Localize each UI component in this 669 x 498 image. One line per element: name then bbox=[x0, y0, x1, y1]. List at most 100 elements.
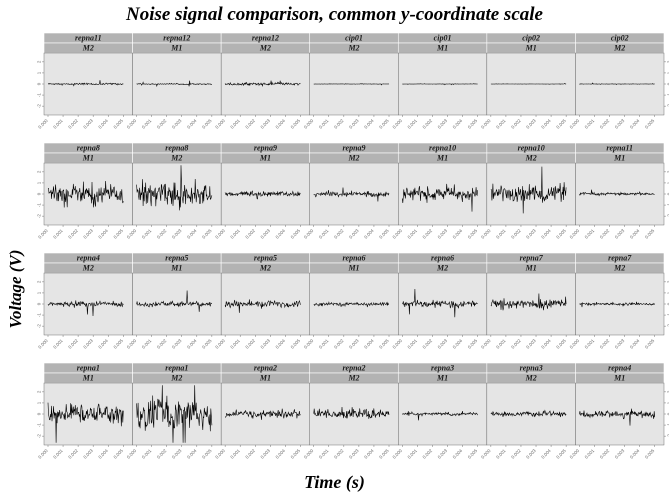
x-tick-label: 0.000 bbox=[126, 448, 138, 460]
x-tick-label: 0.000 bbox=[303, 118, 315, 130]
y-tick-label: -1 bbox=[37, 203, 42, 207]
facet-method-label: M1 bbox=[347, 264, 359, 273]
signal-line bbox=[490, 83, 567, 85]
y-tick-label: 2 bbox=[37, 280, 42, 283]
y-tick-label: 0 bbox=[37, 302, 42, 305]
y-tick-label: 0 bbox=[37, 412, 42, 415]
x-tick-label: 0.004 bbox=[540, 448, 552, 460]
x-tick-label: 0.004 bbox=[97, 228, 109, 240]
x-tick-label: 0.002 bbox=[244, 228, 256, 240]
x-tick-label: 0.001 bbox=[52, 338, 64, 350]
x-tick-label: 0.002 bbox=[599, 118, 611, 130]
x-tick-label: 0.000 bbox=[480, 338, 492, 350]
x-tick-label: 0.001 bbox=[407, 118, 419, 130]
facet-method-label: M2 bbox=[347, 44, 359, 53]
x-tick-label: 0.002 bbox=[244, 118, 256, 130]
y-tick-label: -1 bbox=[667, 93, 669, 97]
x-tick-label: 0.004 bbox=[275, 228, 287, 240]
signal-line bbox=[47, 180, 124, 208]
x-tick-label: 0.002 bbox=[510, 338, 522, 350]
facet-sensor-label: cip02 bbox=[611, 34, 629, 43]
x-tick-label: 0.004 bbox=[452, 228, 464, 240]
x-tick-label: 0.005 bbox=[112, 338, 124, 350]
x-tick-label: 0.005 bbox=[290, 448, 302, 460]
facet-sensor-label: repna6 bbox=[342, 254, 365, 263]
facet-sensor-label: repna8 bbox=[77, 144, 100, 153]
signal-line bbox=[402, 183, 478, 212]
x-tick-label: 0.000 bbox=[569, 228, 581, 240]
x-tick-label: 0.001 bbox=[52, 228, 64, 240]
facet-method-label: M1 bbox=[259, 154, 271, 163]
x-tick-label: 0.001 bbox=[318, 338, 330, 350]
facet-sensor-label: repna5 bbox=[254, 254, 277, 263]
facet-sensor-label: repna1 bbox=[77, 364, 100, 373]
x-tick-label: 0.005 bbox=[467, 118, 479, 130]
x-tick-label: 0.002 bbox=[599, 338, 611, 350]
x-tick-label: 0.005 bbox=[201, 118, 213, 130]
x-tick-label: 0.002 bbox=[422, 338, 434, 350]
x-tick-label: 0.004 bbox=[540, 118, 552, 130]
x-tick-label: 0.005 bbox=[378, 448, 390, 460]
facet-method-label: M1 bbox=[525, 264, 537, 273]
facet-method-label: M1 bbox=[436, 154, 448, 163]
facet-sensor-label: repna7 bbox=[520, 254, 544, 263]
y-tick-label: 0 bbox=[37, 82, 42, 85]
x-tick-label: 0.004 bbox=[629, 228, 641, 240]
facet-sensor-label: cip02 bbox=[522, 34, 540, 43]
y-tick-label: 2 bbox=[37, 170, 42, 173]
x-tick-label: 0.002 bbox=[244, 448, 256, 460]
x-tick-label: 0.000 bbox=[391, 228, 403, 240]
x-tick-label: 0.002 bbox=[244, 338, 256, 350]
y-tick-label: -1 bbox=[37, 93, 42, 97]
x-tick-label: 0.004 bbox=[97, 448, 109, 460]
x-tick-label: 0.002 bbox=[156, 338, 168, 350]
x-tick-label: 0.002 bbox=[156, 448, 168, 460]
x-tick-label: 0.004 bbox=[363, 118, 375, 130]
signal-line bbox=[490, 409, 567, 418]
facet-method-label: M2 bbox=[436, 264, 448, 273]
x-tick-label: 0.003 bbox=[614, 118, 626, 130]
y-tick-label: -1 bbox=[37, 423, 42, 427]
x-tick-label: 0.005 bbox=[644, 338, 656, 350]
x-tick-label: 0.002 bbox=[333, 448, 345, 460]
x-tick-label: 0.003 bbox=[614, 228, 626, 240]
x-tick-label: 0.002 bbox=[156, 228, 168, 240]
x-tick-label: 0.005 bbox=[467, 448, 479, 460]
x-tick-label: 0.001 bbox=[229, 448, 241, 460]
x-tick-label: 0.004 bbox=[629, 448, 641, 460]
x-tick-label: 0.001 bbox=[141, 448, 153, 460]
facet-method-label: M2 bbox=[613, 44, 625, 53]
x-tick-label: 0.002 bbox=[510, 448, 522, 460]
facet-sensor-label: repna3 bbox=[520, 364, 543, 373]
y-tick-label: -2 bbox=[37, 324, 42, 328]
y-tick-label: -1 bbox=[667, 313, 669, 317]
x-tick-label: 0.003 bbox=[614, 448, 626, 460]
x-tick-label: 0.003 bbox=[260, 448, 272, 460]
signal-line bbox=[47, 80, 124, 87]
facet-background bbox=[486, 272, 576, 336]
y-tick-label: 2 bbox=[667, 280, 669, 283]
x-tick-label: 0.001 bbox=[495, 228, 507, 240]
x-tick-label: 0.005 bbox=[378, 228, 390, 240]
x-tick-label: 0.002 bbox=[67, 228, 79, 240]
facet-background bbox=[309, 382, 399, 446]
x-tick-label: 0.002 bbox=[156, 118, 168, 130]
x-axis-label: Time (s) bbox=[304, 472, 365, 492]
signal-line bbox=[313, 187, 390, 202]
x-tick-label: 0.001 bbox=[318, 228, 330, 240]
x-tick-label: 0.004 bbox=[629, 118, 641, 130]
x-tick-label: 0.001 bbox=[229, 118, 241, 130]
x-tick-label: 0.003 bbox=[82, 338, 94, 350]
